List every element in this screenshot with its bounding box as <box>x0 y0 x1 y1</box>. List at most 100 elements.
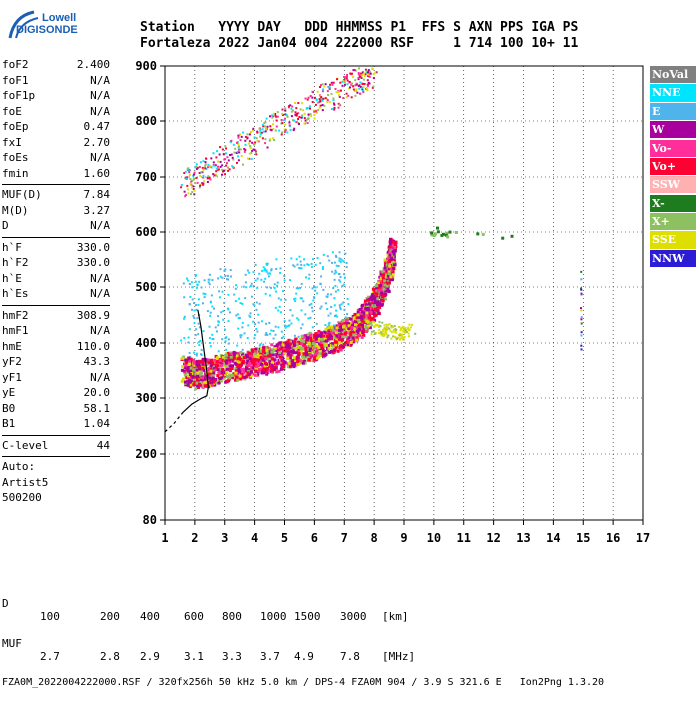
data-point <box>188 351 191 354</box>
data-point <box>326 100 329 103</box>
data-point <box>296 317 299 320</box>
data-point <box>203 378 207 382</box>
data-point <box>197 303 200 306</box>
data-point <box>281 108 284 111</box>
data-point <box>282 335 285 338</box>
data-point <box>192 315 195 318</box>
data-point <box>284 123 287 126</box>
data-point <box>264 361 268 365</box>
data-point <box>209 314 212 317</box>
data-point <box>274 306 277 309</box>
data-point <box>291 119 294 122</box>
series-sse-tail <box>369 320 417 341</box>
data-point <box>258 358 262 362</box>
digisonde-logo: Lowell DIGISONDE <box>4 8 84 40</box>
data-point <box>339 308 342 311</box>
data-point <box>227 169 230 172</box>
data-point <box>321 349 325 353</box>
data-point <box>284 298 287 301</box>
data-point <box>244 297 247 300</box>
data-point <box>404 327 407 330</box>
data-point <box>338 103 341 106</box>
data-point <box>341 338 345 342</box>
data-point <box>322 266 325 269</box>
data-point <box>276 284 279 287</box>
data-point <box>339 260 342 263</box>
data-point <box>232 166 234 169</box>
data-point <box>186 177 189 180</box>
data-point <box>279 267 282 270</box>
data-point <box>198 344 201 347</box>
data-point <box>249 312 252 315</box>
data-point <box>320 344 324 347</box>
data-point <box>274 129 277 132</box>
data-point <box>337 273 340 275</box>
data-point <box>285 345 289 349</box>
data-point <box>308 304 311 307</box>
data-point <box>284 107 287 110</box>
data-point <box>259 133 262 136</box>
data-point <box>310 262 313 265</box>
data-point <box>369 311 373 314</box>
data-point <box>193 193 196 196</box>
data-point <box>248 357 252 361</box>
data-point <box>211 305 214 308</box>
data-point <box>339 325 343 329</box>
param-row: D N/A <box>2 219 110 235</box>
data-point <box>308 273 311 276</box>
data-point <box>277 369 281 373</box>
data-point <box>321 90 324 93</box>
data-point <box>274 115 277 117</box>
header-line-2: Fortaleza 2022 Jan04 004 222000 RSF 1 71… <box>140 36 579 51</box>
data-point <box>339 280 342 283</box>
data-point <box>226 278 228 281</box>
data-point <box>244 281 247 284</box>
footer-distance-value: 3000 <box>340 610 367 623</box>
data-point <box>263 122 266 125</box>
data-point <box>324 83 327 86</box>
data-point <box>210 381 214 385</box>
data-point <box>277 349 280 353</box>
data-point <box>256 139 259 142</box>
data-point <box>193 302 196 304</box>
data-point <box>279 355 282 359</box>
data-point <box>316 257 319 260</box>
data-point <box>292 364 296 367</box>
data-point <box>248 352 251 356</box>
data-point <box>295 287 298 290</box>
param-value: 2.400 <box>76 58 110 71</box>
data-point <box>203 364 207 368</box>
data-point <box>193 317 196 319</box>
legend: NoVal NNE E W Vo- Vo+ SSW X- X+ SSE NNW <box>650 66 696 268</box>
data-point <box>249 315 252 318</box>
data-point <box>349 72 352 75</box>
data-point <box>368 82 371 85</box>
x-tick-label: 13 <box>516 531 530 545</box>
data-point <box>203 180 206 183</box>
param-row: foEp 0.47 <box>2 120 110 136</box>
data-point <box>272 123 274 126</box>
data-point <box>300 282 303 285</box>
data-point <box>327 326 331 330</box>
data-point <box>254 350 258 354</box>
data-point <box>334 88 337 90</box>
data-point <box>319 262 322 265</box>
data-point <box>334 284 337 287</box>
data-point <box>180 339 183 342</box>
data-point <box>289 128 292 131</box>
data-point <box>273 287 276 289</box>
data-point <box>288 124 291 127</box>
data-point <box>207 361 211 365</box>
data-point <box>322 288 325 291</box>
data-point <box>221 355 225 359</box>
x-tick-label: 3 <box>221 531 228 545</box>
data-point <box>267 272 270 275</box>
data-point <box>239 334 242 337</box>
data-point <box>255 328 258 330</box>
data-point <box>225 359 229 363</box>
data-point <box>326 99 329 102</box>
data-point <box>279 367 283 371</box>
data-point <box>345 92 348 95</box>
data-point <box>324 324 327 326</box>
param-name: yF2 <box>2 355 22 368</box>
